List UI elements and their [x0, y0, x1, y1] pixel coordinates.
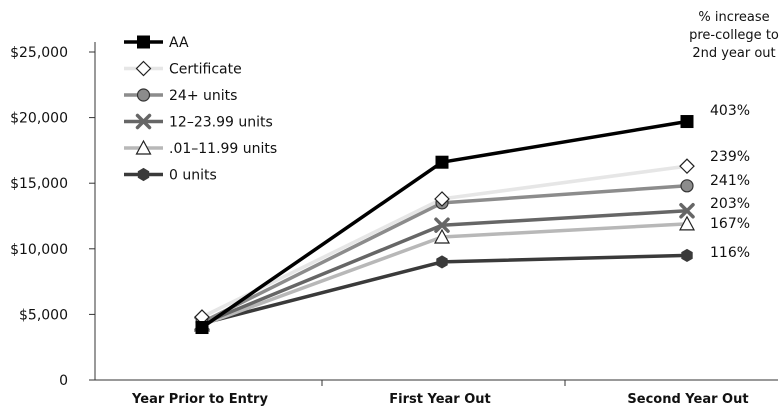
- series-3-marker-2-stroke-b: [679, 203, 695, 219]
- legend-label-1: Certificate: [169, 62, 242, 78]
- series-0-marker-1: [435, 155, 449, 169]
- percent-increase-0: 403%: [710, 103, 750, 119]
- series-0-marker-2: [680, 115, 694, 129]
- series-1-marker-2: [679, 158, 695, 174]
- series-3-marker-1: [434, 217, 450, 233]
- legend-label-3: 12–23.99 units: [169, 115, 273, 131]
- percent-increase-5: 116%: [710, 245, 750, 261]
- legend-marker-3-stroke-b: [135, 113, 152, 130]
- legend-item-1: Certificate: [124, 60, 242, 78]
- percent-increase-3: 203%: [710, 196, 750, 212]
- x-ticks: Year Prior to Entry First Year Out Second …: [131, 380, 749, 407]
- x-category-label-1: First Year Out: [389, 392, 491, 407]
- legend-item-3: 12–23.99 units: [124, 113, 273, 131]
- percent-increase-4: 167%: [710, 216, 750, 232]
- y-tick-label-2: $10,000: [10, 242, 68, 258]
- percent-increase-1: 239%: [710, 149, 750, 165]
- series-0-marker-0: [195, 321, 209, 335]
- y-tick-label-3: $15,000: [10, 176, 68, 192]
- legend-marker-3: [135, 113, 152, 130]
- y-tick-label-4: $20,000: [10, 111, 68, 127]
- annotation-line-1: % increase: [698, 10, 769, 25]
- x-category-label-2: Second Year Out: [627, 392, 748, 407]
- legend-label-4: .01–11.99 units: [169, 141, 277, 157]
- legend-item-2: 24+ units: [124, 88, 237, 104]
- y-tick-label-1: $5,000: [19, 307, 68, 323]
- legend-marker-2: [136, 88, 151, 102]
- legend-label-2: 24+ units: [169, 88, 237, 104]
- legend-item-5: 0 units: [124, 168, 217, 184]
- y-tick-label-0: 0: [59, 373, 68, 389]
- series-5-marker-2: [681, 248, 693, 262]
- legend-marker-1: [135, 60, 152, 77]
- percent-increase-labels: 403% 239% 241% 203% 167% 116%: [710, 103, 750, 261]
- series-2-marker-2: [680, 179, 694, 193]
- legend-marker-0: [137, 35, 150, 49]
- series-4-marker-1: [433, 228, 451, 244]
- annotation-line-2: pre-college to: [689, 28, 779, 43]
- legend-label-5: 0 units: [169, 168, 217, 184]
- legend-label-0: AA: [169, 35, 189, 51]
- legend: AA Certificate 24+ units 12–23.99 units .01–…: [124, 35, 277, 184]
- y-ticks: 0 $5,000 $10,000 $15,000 $20,000 $25,000: [10, 45, 95, 389]
- series-3-marker-2: [679, 203, 695, 219]
- legend-item-0: AA: [124, 35, 189, 51]
- series-5-marker-1: [436, 255, 448, 269]
- series-4-marker-2: [678, 215, 696, 231]
- series-1-marker-1: [434, 191, 450, 207]
- series-3-marker-1-stroke-b: [434, 217, 450, 233]
- series-markers: [193, 115, 696, 335]
- legend-marker-4: [135, 139, 152, 155]
- percent-increase-2: 241%: [710, 173, 750, 189]
- y-tick-label-5: $25,000: [10, 45, 68, 61]
- x-category-label-0: Year Prior to Entry: [131, 392, 268, 407]
- annotation-line-3: 2nd year out: [692, 46, 775, 61]
- legend-item-4: .01–11.99 units: [124, 139, 277, 157]
- legend-marker-5: [137, 167, 150, 182]
